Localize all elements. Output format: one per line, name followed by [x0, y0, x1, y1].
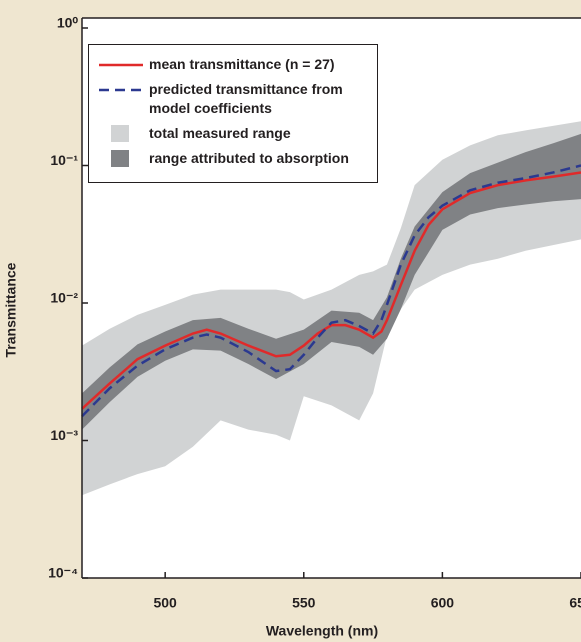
x-axis-label: Wavelength (nm) — [266, 623, 378, 639]
legend-swatch — [111, 125, 129, 142]
x-tick-label: 500 — [153, 595, 177, 611]
legend-entry: mean transmittance (n = 27) — [89, 55, 377, 74]
legend-label: mean transmittance (n = 27) — [149, 56, 335, 72]
legend-label: total measured range — [149, 125, 291, 141]
legend-swatch — [99, 63, 143, 67]
legend-entry: range attributed to absorption — [89, 149, 377, 168]
data-line — [81, 164, 581, 418]
y-tick-label: 10⁻¹ — [50, 152, 78, 168]
x-tick-label: 550 — [292, 595, 316, 611]
x-tick-label: 650 — [569, 595, 581, 611]
x-tick-label: 600 — [431, 595, 455, 611]
swatch-box — [111, 150, 129, 167]
swatch-box — [111, 125, 129, 142]
y-tick-label: 10⁻³ — [50, 427, 78, 443]
legend-entry: predicted transmittance from model coeff… — [89, 80, 377, 118]
legend: mean transmittance (n = 27) predicted tra… — [88, 44, 378, 183]
legend-swatch — [99, 88, 143, 92]
legend-label: predicted transmittance from model coeff… — [149, 81, 343, 116]
y-tick-label: 10⁰ — [57, 15, 79, 31]
y-axis-label: Transmittance — [3, 262, 19, 357]
range-band — [82, 133, 581, 430]
legend-label: range attributed to absorption — [149, 150, 349, 166]
y-tick-label: 10⁻² — [50, 290, 78, 306]
legend-entry: total measured range — [89, 124, 377, 143]
legend-swatch — [111, 150, 129, 167]
data-line — [81, 171, 581, 410]
y-tick-label: 10⁻⁴ — [48, 565, 78, 581]
